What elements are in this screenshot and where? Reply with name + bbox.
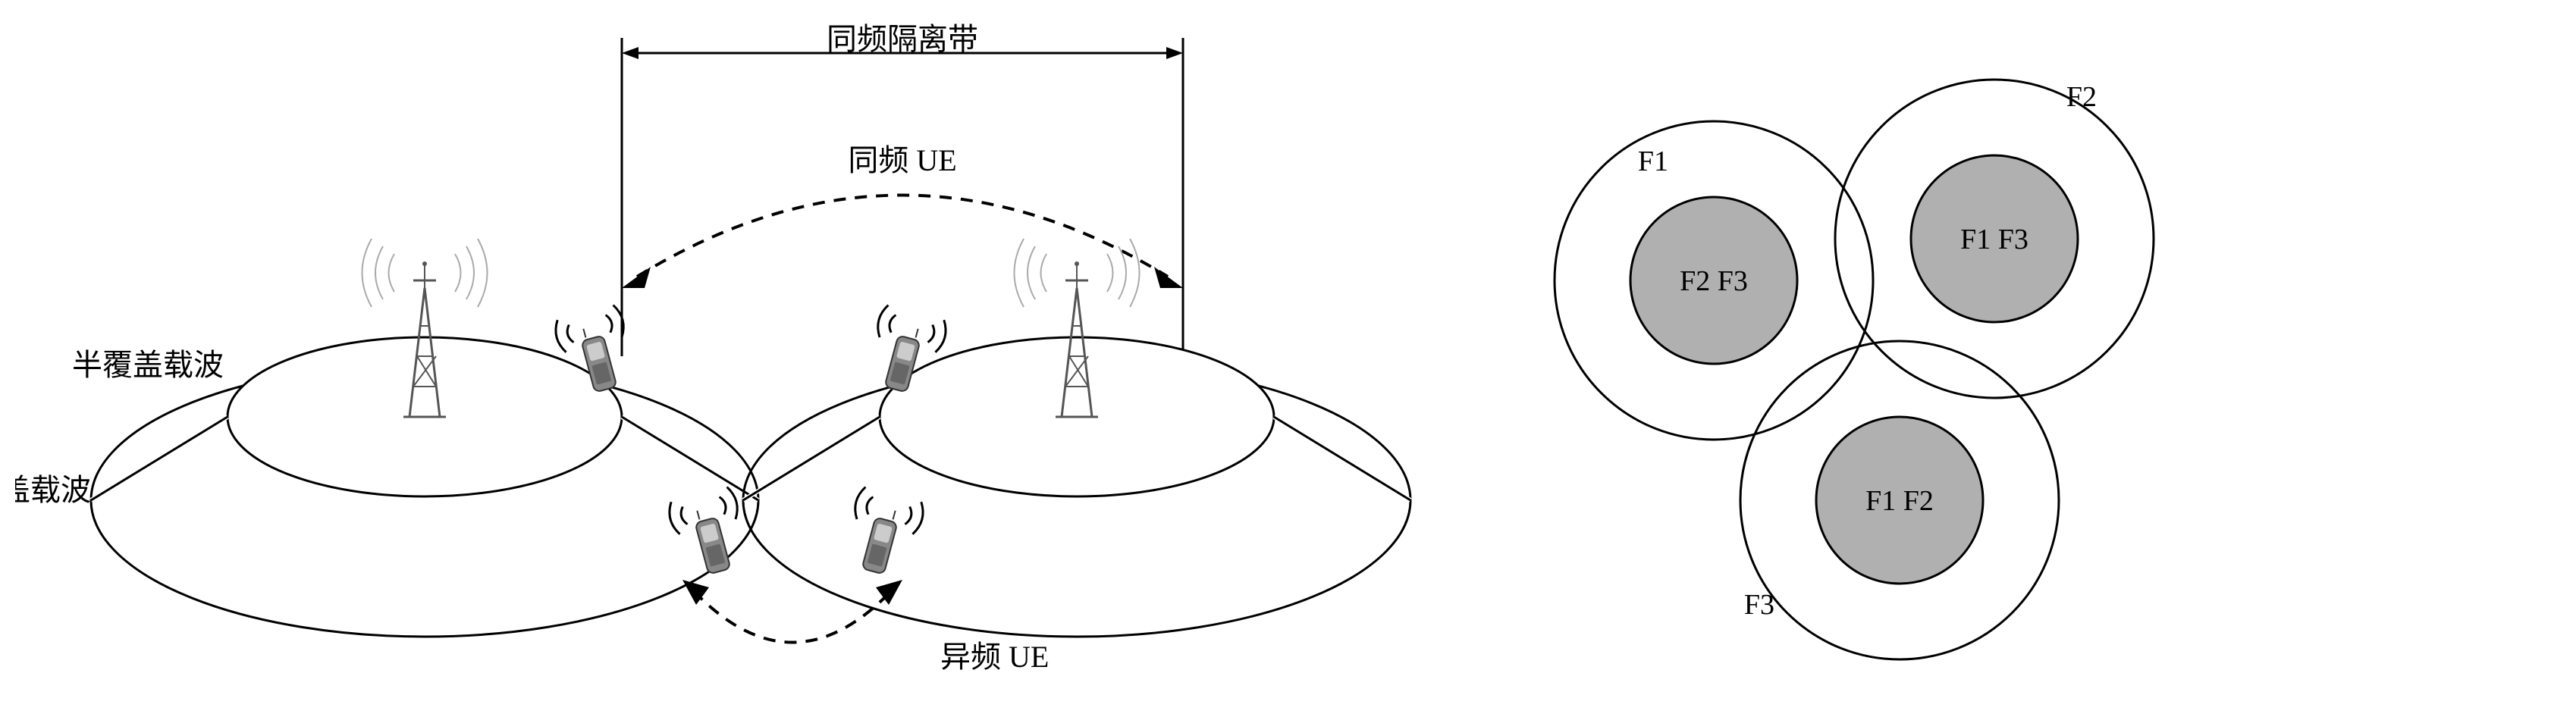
left-coverage-diagram: 同频隔离带 同频 UE: [15, 15, 1456, 702]
diff-freq-arc: 异频 UE: [682, 580, 1049, 674]
cell-1: [91, 239, 758, 637]
right-freq-reuse-diagram: F1 F2 F3 F2 F3 F1 F1 F3 F2: [1517, 15, 2199, 702]
cell-2: [743, 239, 1410, 637]
same-freq-arc: 同频 UE: [622, 143, 1183, 288]
inner-label-f1: F2 F3: [1680, 265, 1748, 297]
outer-label-f1: F1: [1638, 146, 1668, 177]
same-freq-ue-label: 同频 UE: [848, 143, 956, 177]
diagram-container: 同频隔离带 同频 UE: [15, 15, 2561, 702]
outer-label-f3: F3: [1744, 589, 1774, 621]
diff-freq-ue-label: 异频 UE: [940, 640, 1049, 674]
outer-label-f2: F2: [2066, 81, 2097, 113]
isolation-band-markers: 同频隔离带: [622, 22, 1183, 356]
cell-f3: F1 F2 F3: [1740, 341, 2059, 659]
inner-label-f2: F1 F3: [1960, 224, 2028, 255]
inner-label-f3: F1 F2: [1865, 485, 1934, 517]
phone-cell2-outer: [839, 486, 926, 581]
phone-cell1-outer: [666, 486, 752, 581]
half-coverage-label: 半覆盖载波: [72, 348, 224, 382]
full-coverage-label: 全覆盖载波: [15, 473, 91, 507]
isolation-band-label: 同频隔离带: [827, 22, 978, 56]
